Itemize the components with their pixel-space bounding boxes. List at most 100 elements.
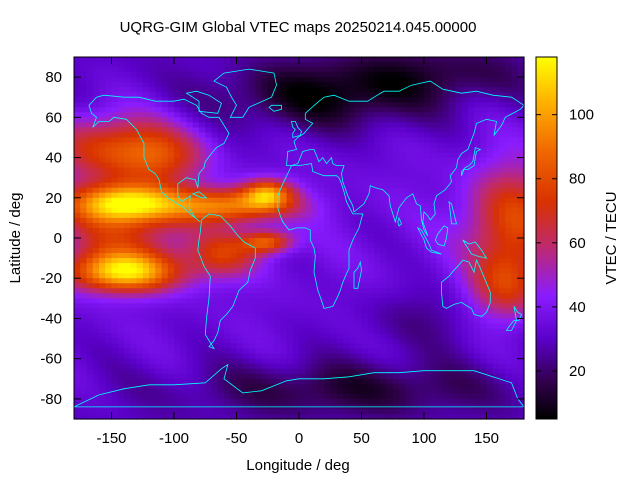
- heatmap-cell: [92, 217, 100, 224]
- heatmap-cell: [142, 162, 150, 169]
- heatmap-cell: [86, 207, 94, 214]
- heatmap-cell: [392, 227, 400, 234]
- heatmap-cell: [211, 222, 219, 229]
- heatmap-cell: [305, 353, 313, 360]
- heatmap-cell: [255, 348, 263, 355]
- heatmap-cell: [117, 398, 125, 405]
- heatmap-cell: [299, 97, 306, 103]
- heatmap-cell: [74, 378, 81, 385]
- heatmap-cell: [386, 57, 394, 63]
- heatmap-cell: [324, 122, 331, 128]
- heatmap-cell: [167, 227, 175, 234]
- heatmap-cell: [505, 132, 513, 139]
- heatmap-cell: [217, 107, 225, 113]
- heatmap-cell: [474, 363, 481, 370]
- heatmap-cell: [461, 197, 469, 204]
- heatmap-cell: [217, 217, 225, 224]
- heatmap-cell: [86, 147, 94, 154]
- heatmap-cell: [317, 57, 325, 63]
- heatmap-cell: [336, 192, 344, 199]
- heatmap-cell: [249, 333, 256, 340]
- heatmap-cell: [336, 112, 344, 118]
- heatmap-cell: [105, 258, 113, 264]
- heatmap-cell: [386, 353, 394, 360]
- heatmap-cell: [136, 167, 144, 174]
- heatmap-cell: [80, 132, 88, 139]
- heatmap-cell: [224, 343, 231, 350]
- heatmap-cell: [342, 177, 350, 184]
- heatmap-cell: [224, 82, 231, 88]
- heatmap-cell: [86, 263, 94, 269]
- heatmap-cell: [449, 232, 456, 239]
- heatmap-cell: [130, 77, 138, 83]
- heatmap-cell: [249, 102, 256, 108]
- heatmap-cell: [199, 62, 206, 68]
- heatmap-cell: [155, 368, 163, 375]
- heatmap-cell: [111, 122, 119, 128]
- heatmap-cell: [242, 258, 250, 264]
- heatmap-cell: [305, 278, 313, 284]
- heatmap-cell: [92, 353, 100, 360]
- heatmap-cell: [517, 258, 525, 264]
- heatmap-cell: [136, 182, 144, 189]
- heatmap-cell: [361, 353, 369, 360]
- heatmap-cell: [255, 187, 263, 194]
- heatmap-cell: [367, 132, 375, 139]
- heatmap-cell: [217, 293, 225, 299]
- heatmap-cell: [117, 182, 125, 189]
- heatmap-cell: [355, 97, 363, 103]
- heatmap-cell: [124, 132, 131, 139]
- heatmap-cell: [199, 92, 206, 98]
- heatmap-cell: [324, 368, 331, 375]
- heatmap-cell: [330, 343, 338, 350]
- heatmap-cell: [130, 333, 138, 340]
- heatmap-cell: [217, 393, 225, 400]
- heatmap-cell: [217, 172, 225, 179]
- heatmap-cell: [386, 187, 394, 194]
- heatmap-cell: [205, 383, 213, 390]
- heatmap-cell: [186, 368, 194, 375]
- heatmap-cell: [142, 378, 150, 385]
- heatmap-cell: [261, 202, 269, 209]
- heatmap-cell: [261, 293, 269, 299]
- heatmap-cell: [499, 308, 506, 315]
- heatmap-cell: [130, 293, 138, 299]
- heatmap-cell: [499, 353, 506, 360]
- heatmap-cell: [280, 353, 288, 360]
- heatmap-cell: [386, 333, 394, 340]
- heatmap-cell: [336, 102, 344, 108]
- heatmap-cell: [467, 253, 475, 259]
- heatmap-cell: [311, 167, 319, 174]
- heatmap-cell: [474, 343, 481, 350]
- heatmap-cell: [217, 383, 225, 390]
- heatmap-cell: [424, 268, 431, 274]
- heatmap-cell: [199, 177, 206, 184]
- heatmap-cell: [249, 147, 256, 154]
- heatmap-cell: [386, 258, 394, 264]
- heatmap-cell: [380, 273, 388, 279]
- heatmap-cell: [386, 157, 394, 164]
- heatmap-cell: [149, 303, 156, 309]
- heatmap-cell: [124, 142, 131, 149]
- heatmap-cell: [155, 157, 163, 164]
- heatmap-cell: [261, 263, 269, 269]
- heatmap-cell: [399, 92, 406, 98]
- heatmap-cell: [324, 92, 331, 98]
- heatmap-cell: [105, 137, 113, 144]
- heatmap-cell: [492, 343, 500, 350]
- heatmap-cell: [92, 328, 100, 335]
- heatmap-cell: [236, 313, 244, 320]
- heatmap-cell: [511, 373, 519, 380]
- heatmap-cell: [86, 338, 94, 345]
- heatmap-cell: [486, 363, 494, 370]
- heatmap-cell: [80, 92, 88, 98]
- heatmap-cell: [324, 137, 331, 144]
- heatmap-cell: [442, 368, 450, 375]
- heatmap-cell: [361, 253, 369, 259]
- heatmap-cell: [299, 117, 306, 123]
- heatmap-cell: [292, 92, 300, 98]
- heatmap-cell: [230, 303, 238, 309]
- heatmap-cell: [374, 177, 381, 184]
- heatmap-cell: [105, 273, 113, 279]
- heatmap-cell: [80, 323, 88, 330]
